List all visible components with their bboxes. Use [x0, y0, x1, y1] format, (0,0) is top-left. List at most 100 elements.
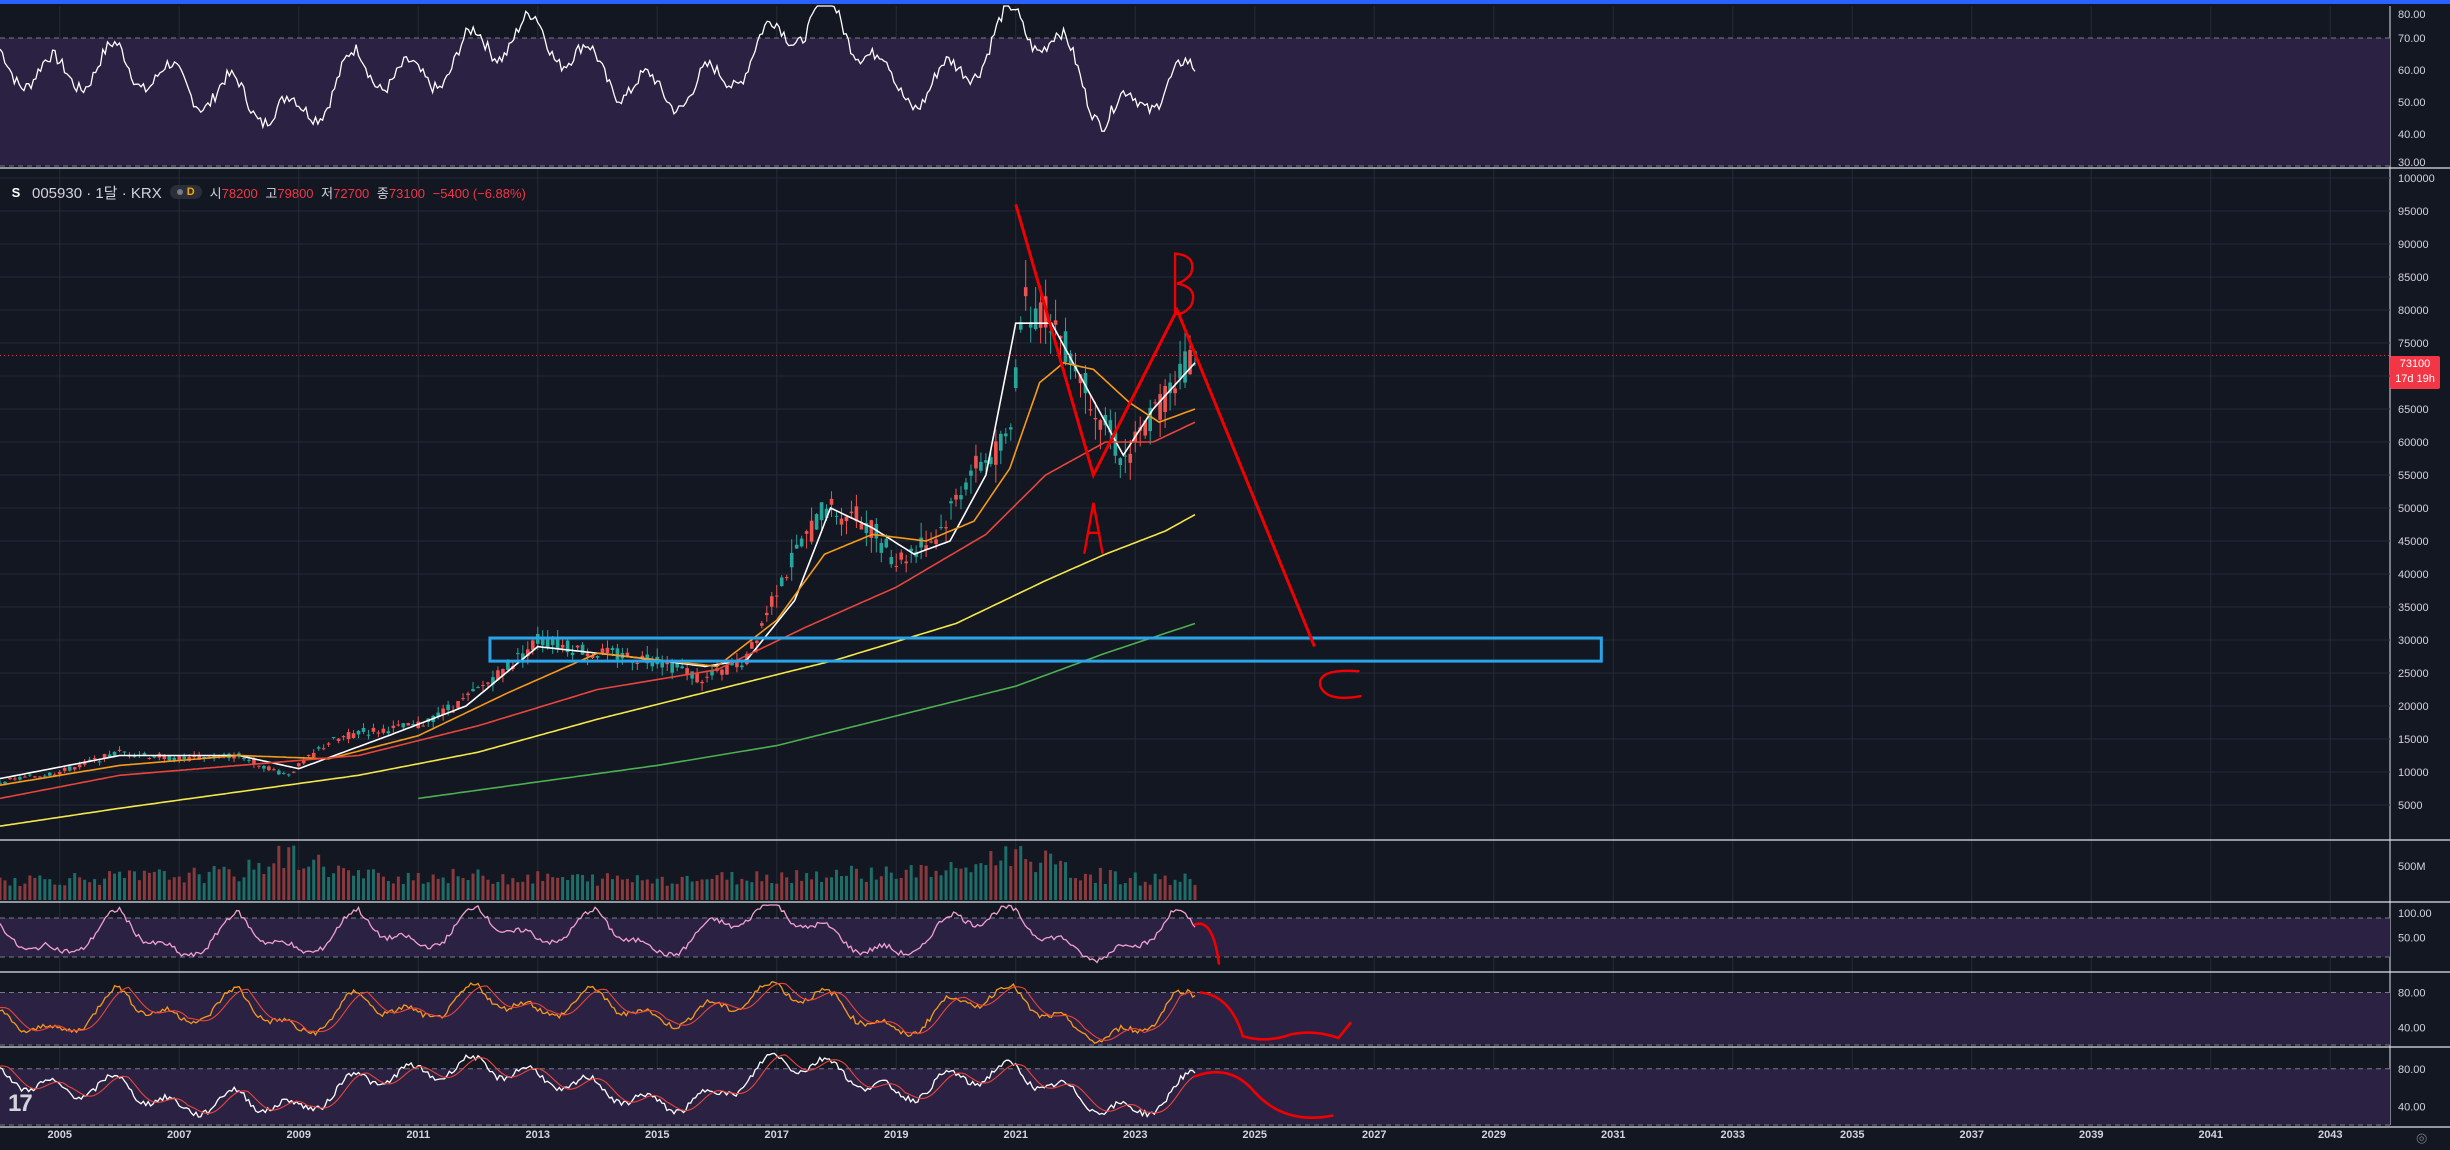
candle-body	[1028, 322, 1033, 328]
volume-bar	[889, 872, 893, 900]
volume-bar	[924, 865, 928, 900]
settings-icon[interactable]: ◎	[2416, 1131, 2428, 1146]
volume-bar	[406, 872, 410, 900]
candle-body	[406, 723, 411, 726]
candle-body	[371, 727, 376, 732]
volume-bar	[1039, 862, 1043, 900]
time-axis-label: 2027	[1362, 1129, 1386, 1141]
candle-body	[894, 565, 899, 567]
price-axis-label: 25000	[2398, 668, 2429, 680]
volume-bar	[376, 872, 380, 900]
candle-body	[336, 738, 341, 741]
volume-bar	[202, 883, 206, 900]
time-axis-label: 2035	[1840, 1129, 1864, 1141]
tradingview-logo[interactable]: 17	[8, 1090, 33, 1117]
volume-bar	[177, 876, 181, 900]
candle-body	[585, 653, 590, 657]
volume-bar	[820, 881, 824, 900]
volume-bar	[596, 885, 599, 900]
volume-bar	[571, 874, 575, 900]
axis-tick-label: 100.00	[2398, 908, 2432, 920]
volume-bar	[645, 879, 649, 900]
candle-body	[934, 539, 938, 545]
volume-bar	[118, 871, 121, 900]
volume-bar	[292, 845, 296, 900]
volume-bar	[242, 877, 246, 900]
candle-body	[142, 753, 147, 755]
volume-bar	[665, 885, 669, 900]
volume-bar	[506, 884, 510, 900]
candle-body	[33, 776, 37, 778]
time-axis-label: 2041	[2199, 1129, 2223, 1141]
volume-bar	[934, 870, 938, 900]
volume-bar	[551, 877, 555, 900]
volume-bar	[740, 878, 744, 900]
volume-bar	[959, 868, 963, 900]
candle-body	[0, 782, 2, 784]
axis-tick-label: 80.00	[2398, 1064, 2426, 1076]
volume-bar	[167, 879, 171, 900]
volume-bar	[352, 875, 356, 900]
volume-bar	[28, 875, 32, 900]
candle-body	[909, 548, 913, 552]
candle-body	[525, 649, 530, 657]
candle-body	[740, 665, 744, 668]
candle-body	[3, 781, 7, 784]
volume-bar	[800, 880, 804, 900]
volume-bar	[33, 877, 37, 900]
volume-bar	[491, 883, 495, 900]
candle-body	[580, 644, 585, 655]
volume-bar	[386, 881, 390, 900]
candle-body	[550, 638, 555, 646]
volume-bar	[317, 854, 321, 900]
candle-body	[969, 470, 973, 476]
candle-body	[486, 682, 490, 684]
time-axis-label: 2025	[1243, 1129, 1267, 1141]
candle-body	[839, 518, 844, 525]
volume-bar	[531, 883, 535, 900]
stochastic-3-signal-line	[0, 1054, 1196, 1114]
interval-pill[interactable]: D	[169, 185, 202, 199]
candle-body	[824, 508, 829, 518]
volume-bar	[610, 879, 614, 900]
symbol-title[interactable]: 005930 · 1달 · KRX	[32, 184, 162, 202]
candle-body	[1018, 322, 1023, 330]
candle-body	[466, 693, 470, 696]
volume-bar	[620, 879, 624, 900]
candle-body	[789, 552, 794, 568]
volume-bar	[1004, 846, 1008, 900]
candle-body	[994, 441, 998, 465]
symbol-badge[interactable]: S	[11, 184, 21, 200]
candle-body	[769, 596, 774, 607]
candle-body	[1078, 374, 1083, 384]
volume-bar	[337, 865, 341, 900]
candle-body	[809, 520, 814, 542]
candle-body	[854, 506, 859, 522]
volume-bar	[1188, 879, 1192, 900]
volume-bar	[38, 875, 42, 900]
volume-bar	[287, 847, 291, 900]
candle-body	[859, 523, 864, 530]
close-label: 종	[376, 185, 389, 201]
candle-body	[1173, 388, 1177, 394]
volume-bar	[1029, 861, 1033, 900]
volume-bar	[1049, 853, 1053, 900]
candle-body	[381, 728, 386, 733]
price-axis-label: 65000	[2398, 404, 2429, 416]
volume-bar	[770, 883, 774, 900]
volume-bar	[476, 869, 480, 900]
volume-bar	[252, 869, 256, 900]
volume-bar	[88, 882, 92, 900]
volume-bar	[1078, 880, 1082, 900]
volume-bar	[108, 871, 112, 900]
candle-body	[575, 645, 580, 648]
volume-bar	[1034, 872, 1038, 900]
volume-bar	[581, 874, 585, 900]
candle-body	[1048, 331, 1053, 333]
stoch-rsi-1-main-line	[0, 904, 1196, 964]
volume-bar	[0, 877, 2, 900]
volume-bar	[391, 883, 395, 900]
volume-bar	[566, 879, 570, 900]
volume-bar	[466, 880, 470, 900]
